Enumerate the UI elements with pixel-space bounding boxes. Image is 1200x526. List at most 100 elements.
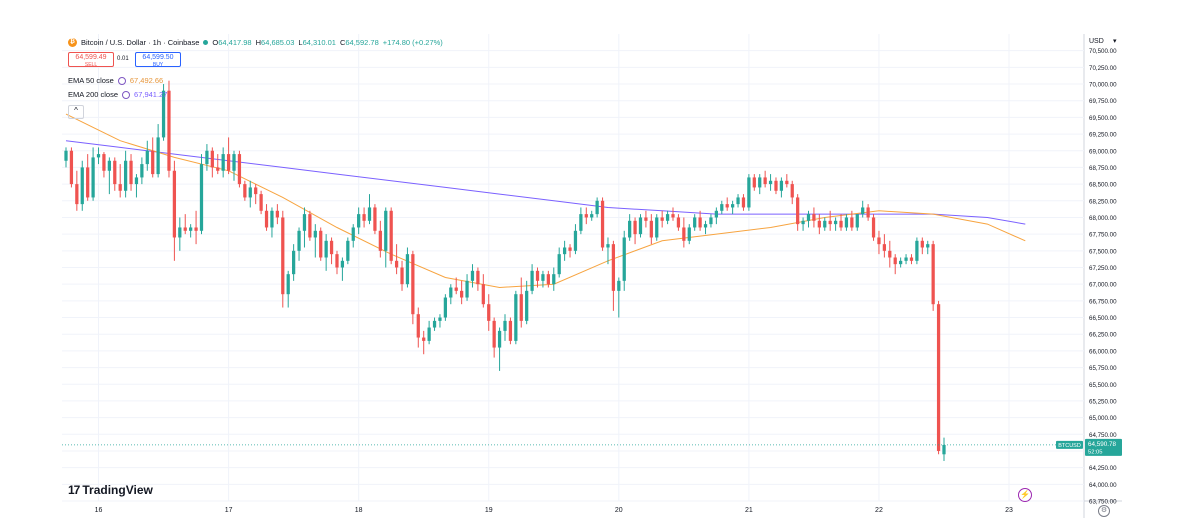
- candlestick-chart[interactable]: 63,750.0064,000.0064,250.0064,500.0064,7…: [62, 34, 1122, 518]
- tradingview-wordmark: TradingView: [82, 483, 153, 497]
- candle-body: [508, 320, 513, 341]
- candle-body: [855, 214, 859, 228]
- candle-body: [183, 227, 187, 231]
- candle-body: [167, 90, 171, 171]
- indicator-settings-icon[interactable]: [117, 76, 126, 85]
- y-tick-label: 64,750.00: [1089, 432, 1117, 439]
- bitcoin-icon: ₿: [68, 38, 77, 47]
- ema50-legend[interactable]: EMA 50 close 67,492.66: [68, 76, 163, 85]
- candle-body: [709, 217, 713, 225]
- candle-body: [270, 210, 274, 228]
- candle-body: [579, 214, 583, 231]
- tradingview-mark-icon: 17: [68, 483, 80, 497]
- candle-body: [909, 257, 914, 261]
- candle-body: [292, 250, 296, 275]
- candle-body: [519, 294, 523, 321]
- candle-body: [893, 257, 897, 265]
- candle-body: [758, 177, 762, 188]
- candle-body: [335, 254, 339, 268]
- candle-body: [714, 210, 718, 218]
- candle-body: [568, 247, 572, 251]
- y-tick-label: 65,250.00: [1089, 398, 1117, 405]
- candle-body: [422, 337, 426, 341]
- ema50-label: EMA 50 close: [68, 76, 114, 85]
- ema200-legend[interactable]: EMA 200 close 67,941.27: [68, 90, 167, 99]
- candle-body: [313, 230, 317, 238]
- ohlc-low-key: L: [298, 38, 303, 47]
- candle-body: [698, 217, 702, 228]
- buy-label: BUY: [152, 62, 164, 68]
- symbol-legend[interactable]: ₿ Bitcoin / U.S. Dollar · 1h · Coinbase …: [68, 38, 443, 47]
- candle-body: [530, 270, 534, 291]
- candle-body: [405, 254, 410, 285]
- candle-body: [600, 200, 605, 248]
- bolt-icon[interactable]: ⚡: [1018, 488, 1032, 502]
- candle-body: [232, 154, 236, 171]
- sell-button[interactable]: 64,599.49 SELL: [68, 52, 114, 68]
- candle-body: [275, 210, 279, 218]
- candle-body: [665, 214, 670, 221]
- ohlc-high-key: H: [255, 38, 262, 47]
- ema200-value: 67,941.27: [134, 90, 168, 99]
- candle-body: [156, 137, 160, 175]
- candle-body: [216, 167, 220, 171]
- buy-price: 64,599.50: [142, 54, 174, 61]
- candle-body: [243, 184, 247, 198]
- candle-body: [747, 177, 751, 208]
- candle-body: [308, 214, 312, 238]
- candle-body: [172, 170, 177, 238]
- candle-body: [546, 274, 550, 285]
- x-tick-label: 23: [1005, 507, 1013, 514]
- candle-body: [199, 164, 204, 231]
- candle-body: [752, 177, 756, 188]
- y-tick-label: 66,250.00: [1089, 332, 1117, 339]
- symbol-tag-label: BTCUSD: [1058, 443, 1081, 449]
- candle-body: [394, 260, 399, 268]
- candle-body: [660, 217, 664, 221]
- candle-body: [497, 330, 502, 348]
- candle-body: [134, 177, 139, 185]
- candle-body: [817, 220, 821, 228]
- candle-body: [487, 304, 491, 321]
- candle-body: [590, 214, 594, 218]
- collapse-legend-button[interactable]: ^: [68, 105, 84, 119]
- candle-body: [774, 180, 778, 191]
- candle-body: [871, 217, 876, 238]
- y-tick-label: 68,250.00: [1089, 198, 1117, 205]
- x-tick-label: 22: [875, 507, 883, 514]
- candle-body: [319, 230, 323, 258]
- y-tick-label: 63,750.00: [1089, 499, 1117, 506]
- ohlc-close-value: 64,592.78: [345, 38, 379, 47]
- ohlc-open-value: 64,417.98: [218, 38, 252, 47]
- y-tick-label: 69,750.00: [1089, 98, 1117, 105]
- candle-body: [741, 197, 746, 208]
- candle-body: [693, 217, 697, 228]
- y-tick-label: 66,750.00: [1089, 298, 1117, 305]
- currency-selector[interactable]: USD: [1089, 38, 1104, 45]
- y-tick-label: 68,500.00: [1089, 182, 1117, 189]
- candle-body: [839, 220, 843, 228]
- candle-body: [633, 220, 637, 235]
- candle-body: [573, 230, 578, 251]
- candle-body: [676, 217, 681, 228]
- buy-button[interactable]: 64,599.50 BUY: [135, 52, 181, 68]
- ohlc-open-key: O: [212, 38, 219, 47]
- candle-body: [113, 160, 117, 185]
- candle-body: [687, 227, 691, 241]
- ema50-value: 67,492.66: [129, 76, 164, 85]
- candle-body: [763, 177, 767, 185]
- tradingview-logo[interactable]: 17 TradingView: [68, 483, 153, 497]
- y-tick-label: 67,500.00: [1089, 248, 1117, 255]
- y-tick-label: 64,250.00: [1089, 465, 1117, 472]
- indicator-settings-icon[interactable]: [122, 90, 131, 99]
- candle-body: [107, 160, 111, 171]
- ohlc-high-value: 64,685.03: [261, 38, 295, 47]
- candle-body: [264, 210, 269, 228]
- settings-icon[interactable]: ⚙: [1098, 505, 1110, 517]
- candle-body: [904, 257, 908, 261]
- candle-body: [915, 240, 919, 261]
- candle-body: [525, 290, 529, 321]
- chevron-down-icon[interactable]: ▾: [1113, 38, 1117, 45]
- y-tick-label: 67,250.00: [1089, 265, 1117, 272]
- y-tick-label: 67,000.00: [1089, 282, 1117, 289]
